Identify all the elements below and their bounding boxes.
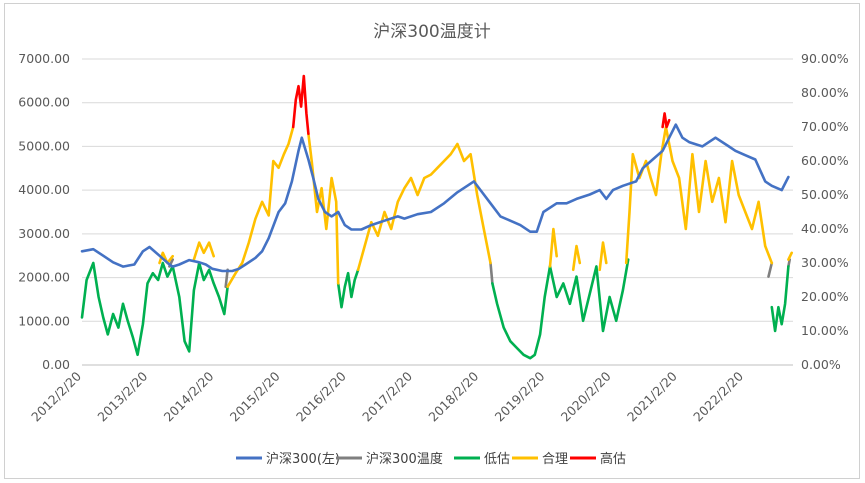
series-line-2 <box>80 261 174 357</box>
series-line-1 <box>767 261 774 278</box>
right-axis-ticks: 0.00% 10.00% 20.00% 30.00% 40.00% 50.00% 60.00… <box>801 51 849 372</box>
x-tick-label: 2016/2/20 <box>293 368 349 424</box>
right-tick-label: 30.00% <box>801 255 849 270</box>
left-tick-label: 1000.00 <box>18 313 70 328</box>
legend-item[interactable]: 高估 <box>570 451 626 467</box>
series-line-1 <box>489 261 494 285</box>
series-lines <box>80 74 793 360</box>
series-line-2 <box>770 265 790 333</box>
legend-label: 高估 <box>600 451 626 467</box>
series-line-2 <box>171 261 229 353</box>
left-tick-label: 7000.00 <box>18 51 70 66</box>
legend-label: 沪深300温度 <box>366 451 443 467</box>
series-line-3 <box>598 241 608 272</box>
legend-label: 沪深300(左) <box>266 451 340 467</box>
legend-label: 合理 <box>542 452 568 467</box>
x-tick-label: 2018/2/20 <box>425 368 481 424</box>
series-line-1 <box>224 268 229 289</box>
x-tick-label: 2012/2/20 <box>28 368 84 424</box>
series-line-3 <box>356 142 492 272</box>
legend-item[interactable]: 沪深300(左) <box>236 451 340 467</box>
x-tick-label: 2019/2/20 <box>492 368 548 424</box>
right-tick-label: 10.00% <box>801 323 849 338</box>
series-line-0 <box>80 123 790 273</box>
right-tick-label: 60.00% <box>801 153 849 168</box>
x-tick-label: 2017/2/20 <box>359 368 415 424</box>
x-tick-label: 2020/2/20 <box>558 368 614 424</box>
series-line-3 <box>548 227 558 268</box>
chart-title: 沪深300温度计 <box>373 22 490 42</box>
left-axis-ticks: 0.00 1000.00 2000.00 3000.00 4000.00 5000.00 6… <box>18 51 70 372</box>
legend-item[interactable]: 沪深300温度 <box>336 451 443 467</box>
series-line-2 <box>491 265 552 360</box>
left-tick-label: 6000.00 <box>18 95 70 110</box>
right-tick-label: 70.00% <box>801 119 849 134</box>
x-tick-label: 2013/2/20 <box>94 368 150 424</box>
right-tick-label: 20.00% <box>801 289 849 304</box>
left-tick-label: 2000.00 <box>18 270 70 285</box>
right-tick-label: 90.00% <box>801 51 849 66</box>
chart-frame <box>4 3 860 479</box>
x-tick-label: 2014/2/20 <box>161 368 217 424</box>
gridlines <box>82 58 793 366</box>
series-line-4 <box>291 74 310 136</box>
series-line-3 <box>787 251 793 261</box>
series-line-2 <box>548 258 630 333</box>
legend-label: 低估 <box>484 452 510 467</box>
x-tick-label: 2021/2/20 <box>624 368 680 424</box>
right-tick-label: 50.00% <box>801 187 849 202</box>
series-line-3 <box>192 241 215 261</box>
right-tick-label: 80.00% <box>801 85 849 100</box>
x-tick-label: 2022/2/20 <box>690 368 746 424</box>
legend-item[interactable]: 合理 <box>512 452 568 467</box>
x-axis-ticks: 2012/2/20 2013/2/20 2014/2/20 2015/2/20 2016… <box>28 368 746 424</box>
left-tick-label: 4000.00 <box>18 182 70 197</box>
series-line-3 <box>624 125 774 265</box>
legend-item[interactable]: 低估 <box>454 452 510 467</box>
series-line-4 <box>661 112 671 129</box>
series-line-3 <box>226 125 295 289</box>
left-tick-label: 3000.00 <box>18 226 70 241</box>
left-tick-label: 0.00 <box>42 357 70 372</box>
legend[interactable]: 沪深300(左) 沪深300温度 低估 合理 高估 <box>236 451 626 467</box>
left-tick-label: 5000.00 <box>18 138 70 153</box>
x-tick-label: 2015/2/20 <box>227 368 283 424</box>
series-line-3 <box>571 244 582 272</box>
right-tick-label: 40.00% <box>801 221 849 236</box>
right-tick-label: 0.00% <box>801 357 841 372</box>
series-line-2 <box>336 268 360 309</box>
